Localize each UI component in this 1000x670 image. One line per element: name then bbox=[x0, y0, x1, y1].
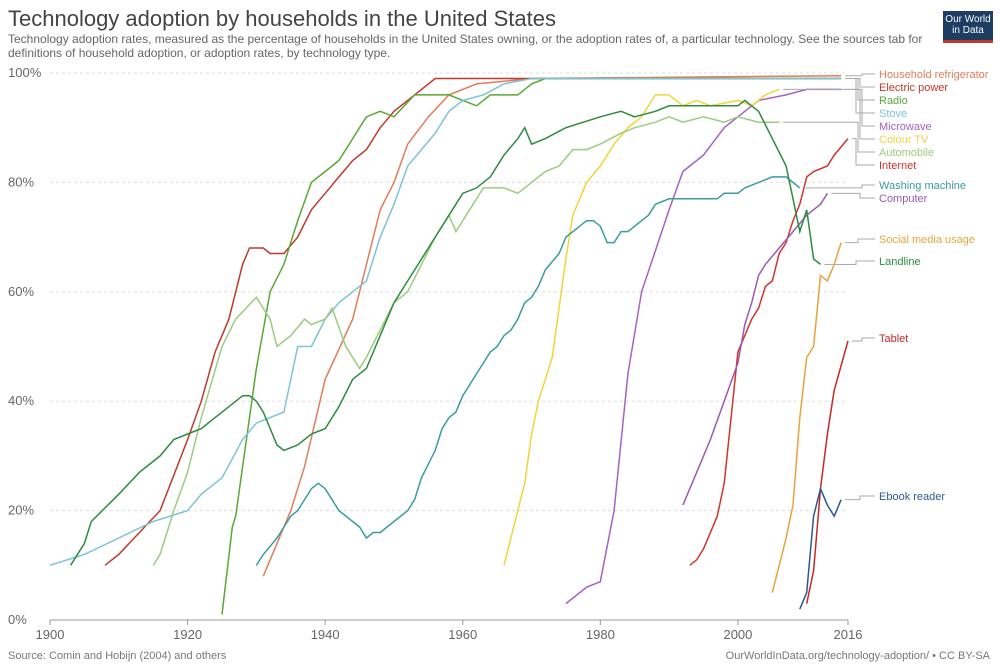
url-license[interactable]: OurWorldInData.org/technology-adoption/ … bbox=[725, 650, 990, 662]
legend-label: Tablet bbox=[879, 333, 908, 345]
x-tick-label: 2016 bbox=[834, 627, 863, 642]
source-note: Source: Comin and Hobijn (2004) and othe… bbox=[8, 650, 227, 662]
y-tick-label: 60% bbox=[8, 284, 34, 299]
legend-label: Ebook reader bbox=[879, 491, 945, 503]
series-line-internet bbox=[689, 138, 849, 566]
legend-connector bbox=[845, 73, 875, 77]
legend-label: Landline bbox=[879, 256, 921, 268]
legend-label: Automobile bbox=[879, 147, 934, 159]
owid-logo[interactable]: Our World in Data bbox=[943, 11, 993, 43]
legend-connector bbox=[845, 77, 875, 88]
y-tick-label: 20% bbox=[8, 503, 34, 518]
series-line-ebook-reader bbox=[799, 486, 842, 610]
x-tick-label: 1980 bbox=[586, 627, 615, 642]
legend-label: Stove bbox=[879, 108, 907, 120]
x-tick-label: 1960 bbox=[448, 627, 477, 642]
series-line-microwave bbox=[565, 88, 842, 605]
x-tick-label: 2000 bbox=[723, 627, 752, 642]
legend-connector bbox=[845, 495, 875, 501]
series-line-radio bbox=[221, 77, 842, 615]
legend-connector bbox=[803, 184, 875, 189]
series-line-computer bbox=[682, 192, 829, 506]
series-line-stove bbox=[49, 77, 842, 567]
series-line-tablet bbox=[805, 340, 849, 604]
legend-connector bbox=[852, 138, 875, 166]
y-tick-label: 40% bbox=[8, 393, 34, 408]
legend-connector bbox=[783, 121, 875, 153]
legend-connector bbox=[783, 88, 875, 140]
legend-label: Internet bbox=[879, 160, 916, 172]
legend-connector bbox=[845, 238, 875, 244]
series-line-household-refrigerator bbox=[262, 74, 842, 577]
legend-connector bbox=[845, 77, 875, 114]
x-tick-label: 1900 bbox=[36, 627, 65, 642]
x-tick-label: 1940 bbox=[311, 627, 340, 642]
legend-label: Social media usage bbox=[879, 234, 975, 246]
y-tick-label: 100% bbox=[8, 65, 42, 80]
legend-label: Electric power bbox=[879, 82, 948, 94]
series-line-landline bbox=[69, 99, 821, 566]
legend-label: Microwave bbox=[879, 121, 932, 133]
chart-title: Technology adoption by households in the… bbox=[8, 6, 556, 31]
legend-label: Colour TV bbox=[879, 134, 929, 146]
legend-label: Household refrigerator bbox=[879, 69, 989, 81]
series-line-colour-tv bbox=[503, 88, 780, 566]
legend-connector bbox=[831, 192, 875, 199]
chart-subtitle: Technology adoption rates, measured as t… bbox=[8, 32, 923, 60]
legend-label: Computer bbox=[879, 193, 928, 205]
x-tick-label: 1920 bbox=[173, 627, 202, 642]
series-line-social-media-usage bbox=[771, 242, 842, 593]
series-line-washing-machine bbox=[255, 176, 801, 566]
legend-label: Washing machine bbox=[879, 180, 966, 192]
y-tick-label: 0% bbox=[8, 612, 27, 627]
legend-connector bbox=[824, 260, 875, 265]
legend-connector bbox=[852, 337, 875, 342]
y-tick-label: 80% bbox=[8, 174, 34, 189]
legend-label: Radio bbox=[879, 95, 908, 107]
series-line-electric-power bbox=[104, 77, 842, 566]
